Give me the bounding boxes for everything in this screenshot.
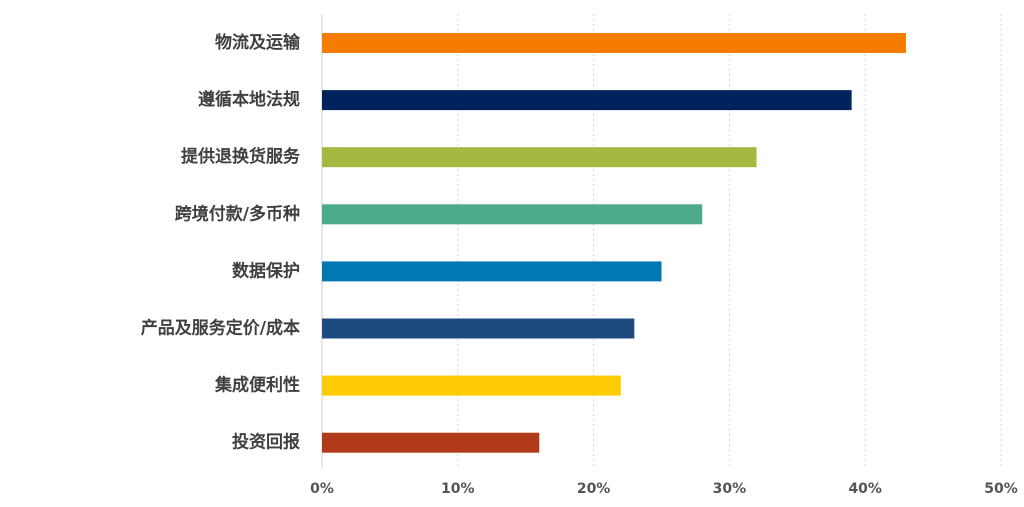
bar-5 — [322, 261, 662, 282]
category-label: 产品及服务定价/成本 — [141, 318, 300, 339]
category-labels: 物流及运输遵循本地法规提供退换货服务跨境付款/多币种数据保护产品及服务定价/成本… — [141, 32, 301, 453]
bar-7 — [322, 375, 621, 396]
x-tick-label: 20% — [577, 481, 611, 497]
bar-6 — [322, 318, 635, 339]
x-tick-label: 30% — [713, 481, 747, 497]
category-label: 提供退换货服务 — [181, 146, 301, 167]
x-tick-label: 10% — [441, 481, 475, 497]
x-tick-label: 0% — [310, 481, 334, 497]
x-tick-label: 50% — [984, 481, 1018, 497]
bar-4 — [322, 204, 703, 225]
category-label: 数据保护 — [232, 260, 300, 281]
category-label: 物流及运输 — [215, 32, 301, 53]
x-axis-ticks: 0% 10% 20% 30% 40% 50% — [310, 481, 1018, 497]
bar-8 — [322, 432, 540, 453]
category-label: 投资回报 — [232, 432, 300, 453]
bars — [322, 33, 906, 453]
bar-1 — [322, 33, 906, 53]
category-label: 跨境付款/多币种 — [175, 203, 300, 224]
bar-3 — [322, 147, 757, 168]
gridlines — [321, 14, 1002, 468]
category-label: 遵循本地法规 — [198, 89, 300, 110]
category-label: 集成便利性 — [214, 375, 300, 396]
x-tick-label: 40% — [848, 481, 882, 497]
bar-2 — [322, 90, 852, 111]
